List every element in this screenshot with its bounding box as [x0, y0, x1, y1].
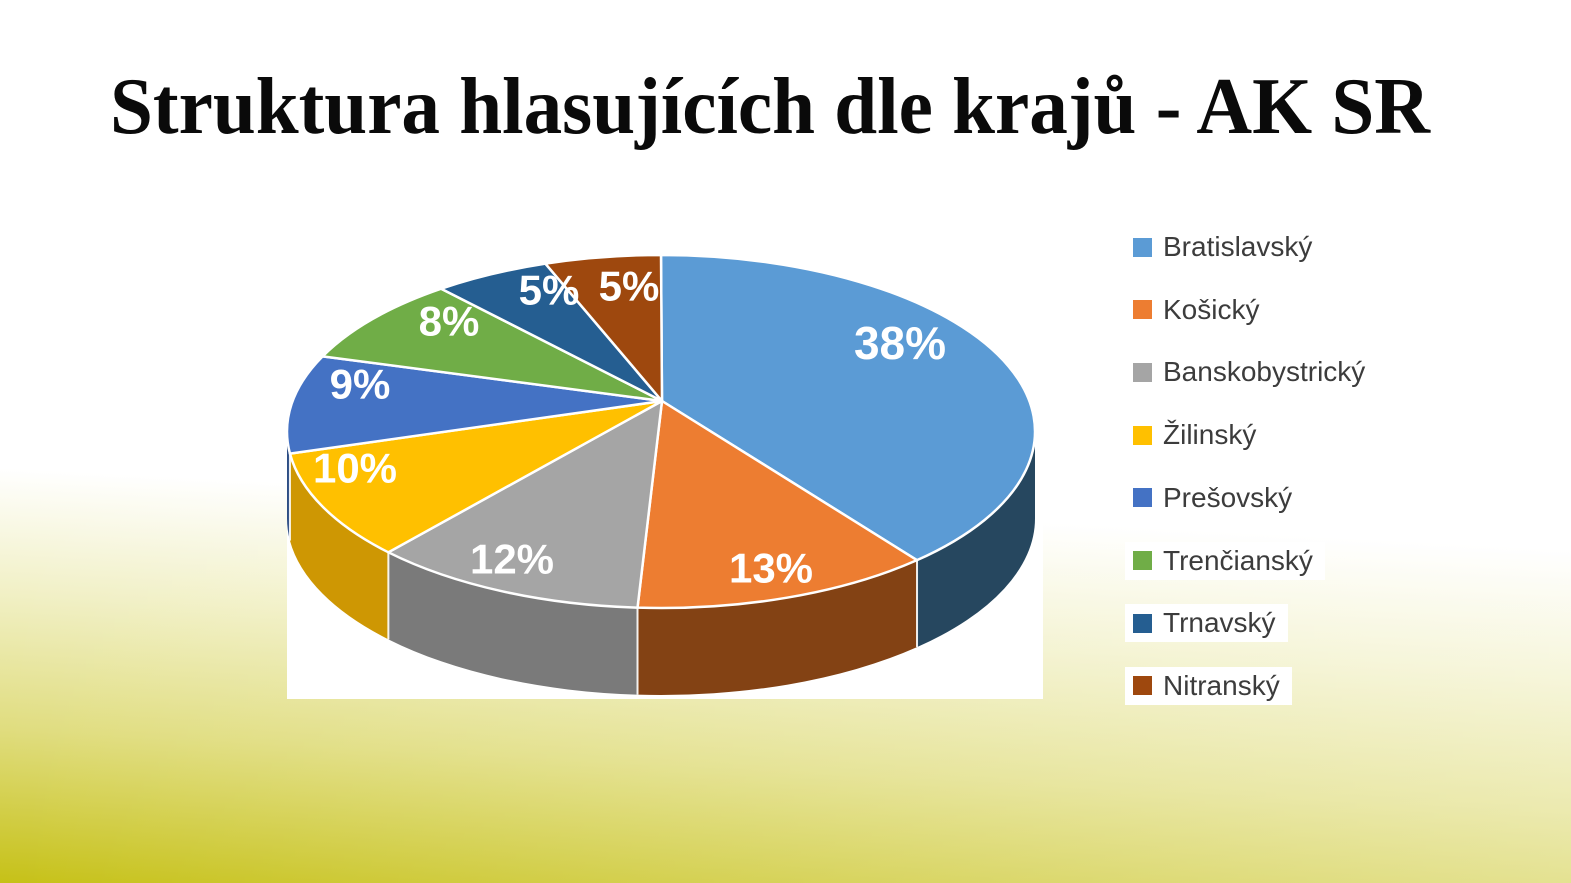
slide-title-area: Struktura hlasujících dle krajů - AK SR: [110, 63, 1431, 151]
pie-slice-Trenčianský: [321, 287, 664, 403]
pie-slice-Prešovský: [285, 355, 664, 455]
pie-slice-Žilinský: [288, 399, 664, 554]
pie-wall-seams: [288, 453, 919, 695]
pie-label-Trenčianský: 8%: [419, 298, 480, 345]
pie-slice-Banskobystrický: [387, 399, 664, 609]
pie-percent-labels: 38% 13% 12% 10% 9% 8% 5% 5%: [313, 263, 946, 592]
pie-label-Košický: 13%: [729, 545, 813, 592]
pie-slice-wall-Bratislavský: [917, 431, 1035, 648]
pie-slice-Košický: [636, 399, 919, 610]
pie-slice-wall-Žilinský: [289, 453, 389, 640]
pie-label-Nitranský: 5%: [599, 263, 660, 310]
pie-slice-Nitranský: [544, 253, 664, 403]
pie-label-Prešovský: 9%: [330, 361, 391, 408]
page-title: Struktura hlasujících dle krajů - AK SR: [110, 63, 1431, 151]
pie-side-walls: [287, 431, 1035, 695]
pie-label-Trnavský: 5%: [519, 267, 580, 314]
pie-slice-wall-Košický: [637, 560, 918, 695]
pie-label-Banskobystrický: 12%: [470, 536, 554, 583]
pie-label-Žilinský: 10%: [313, 445, 397, 492]
pie-top-faces: [285, 253, 1037, 610]
pie-slice-wall-Banskobystrický: [388, 552, 638, 695]
pie-label-Bratislavský: 38%: [854, 317, 946, 369]
pie-slice-Bratislavský: [659, 253, 1037, 562]
